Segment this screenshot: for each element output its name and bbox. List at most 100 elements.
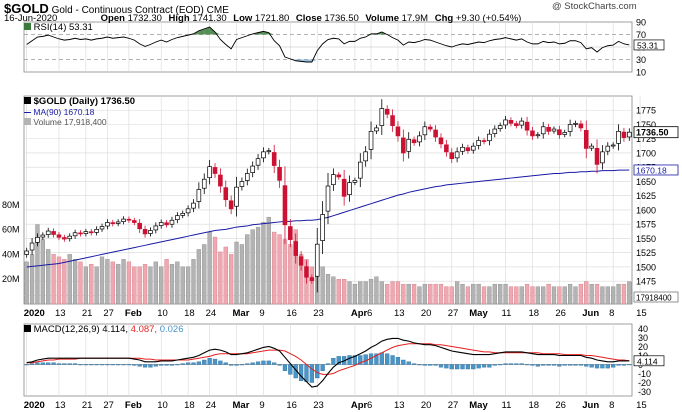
macd-histogram-bar (352, 355, 358, 365)
macd-histogram-bar (229, 364, 234, 366)
volume-bar (142, 264, 148, 305)
x-axis-month-label: Mar (233, 400, 250, 411)
x-axis-day-label: 10 (157, 308, 168, 319)
x-axis-day-label: 6 (367, 308, 372, 319)
candle-body (126, 218, 132, 221)
macd-histogram-bar (627, 364, 632, 366)
volume-bar (137, 266, 142, 305)
macd-histogram-bar (422, 364, 427, 366)
macd-histogram-bar (126, 364, 132, 366)
volume-bar (121, 259, 126, 305)
volume-bar (395, 281, 401, 305)
ma-tag-box (633, 164, 679, 176)
price-tag-box (633, 126, 679, 139)
macd-histogram-bar (492, 364, 497, 366)
volume-bar (229, 254, 234, 305)
volume-bar (116, 264, 121, 305)
candle-body (148, 230, 153, 234)
volume-bar (578, 283, 584, 305)
macd-histogram-bar (358, 355, 363, 365)
macd-histogram-bar (503, 363, 508, 365)
macd-histogram-bar (401, 359, 406, 365)
candle-body (546, 126, 551, 132)
candle-body (115, 221, 121, 224)
price-tick-label: 1700 (636, 148, 656, 158)
rsi-value-tag: 53.31 (637, 40, 659, 50)
volume-bar (600, 286, 605, 305)
x-axis-day-label: 10 (157, 400, 168, 411)
volume-bar (476, 283, 481, 305)
volume-bar (234, 241, 239, 305)
candle-body (535, 134, 541, 137)
volume-bar (417, 286, 422, 305)
volume-bar (368, 279, 374, 305)
volume-bar (105, 259, 110, 305)
volume-bar (148, 266, 153, 305)
candle-body (185, 208, 191, 214)
macd-signal-line (26, 343, 630, 375)
price-tick-label: 1575 (636, 220, 656, 230)
macd-histogram-bar (250, 362, 255, 365)
rsi-overbought-fill (258, 31, 264, 35)
volume-bar (56, 256, 62, 305)
rsi-overbought-fill (263, 31, 269, 35)
candle-body (540, 126, 546, 135)
volume-bar (605, 286, 610, 305)
x-axis-day-label: 21 (82, 400, 93, 411)
x-axis-day-label: 27 (448, 308, 459, 319)
macd-histogram-bar (514, 363, 519, 365)
candle-body (551, 128, 557, 132)
volume-bar (454, 281, 460, 305)
macd-tick-label: 20 (638, 342, 648, 352)
macd-histogram-bar (379, 352, 384, 365)
macd-histogram-bar (288, 364, 293, 375)
macd-value-tag-box (633, 355, 665, 367)
candle-body (72, 232, 78, 237)
candle-body (492, 128, 498, 134)
macd-histogram-bar (347, 355, 352, 365)
candle-body (406, 138, 411, 152)
candle-body (363, 151, 368, 162)
volume-bar (175, 261, 180, 305)
volume-bar (29, 254, 35, 305)
price-tick-label: 1600 (636, 205, 656, 215)
candle-body (35, 236, 40, 243)
x-axis-month-label: Apr (351, 308, 368, 319)
volume-bar (460, 283, 465, 305)
candle-body (56, 234, 62, 238)
candle-body (78, 232, 83, 235)
macd-histogram-bar (567, 364, 573, 366)
candle-body (180, 213, 186, 216)
volume-bar (471, 283, 476, 305)
macd-histogram-bar (336, 356, 341, 365)
candle-body (379, 108, 385, 126)
x-axis-month-label: 2020 (24, 308, 45, 319)
macd-histogram-bar (508, 363, 514, 365)
candle-body (132, 220, 137, 223)
candle-body (24, 250, 29, 255)
macd-histogram-bar (498, 364, 503, 366)
macd-histogram-bar (164, 364, 169, 366)
x-axis-day-label: 18 (184, 400, 195, 411)
volume-bar (89, 264, 94, 305)
candle-body (470, 145, 476, 151)
macd-panel-frame (23, 323, 633, 397)
x-axis-day-label: 18 (528, 400, 539, 411)
candle-body (218, 174, 223, 187)
x-axis-day-label: 9 (259, 400, 264, 411)
x-axis-day-label: 23 (313, 308, 324, 319)
candle-body (99, 226, 105, 230)
volume-bar (132, 266, 137, 305)
volume-bar (567, 283, 573, 305)
macd-histogram-bar (546, 364, 551, 366)
volume-bar (99, 256, 105, 305)
candle-body (336, 174, 342, 178)
macd-histogram-bar (212, 358, 218, 365)
candle-body (255, 158, 261, 166)
candle-body (583, 130, 589, 149)
volume-bar (288, 244, 293, 305)
volume-bar (465, 286, 471, 305)
volume-bar (541, 286, 546, 305)
volume-bar (438, 283, 444, 305)
candle-body (454, 151, 460, 159)
